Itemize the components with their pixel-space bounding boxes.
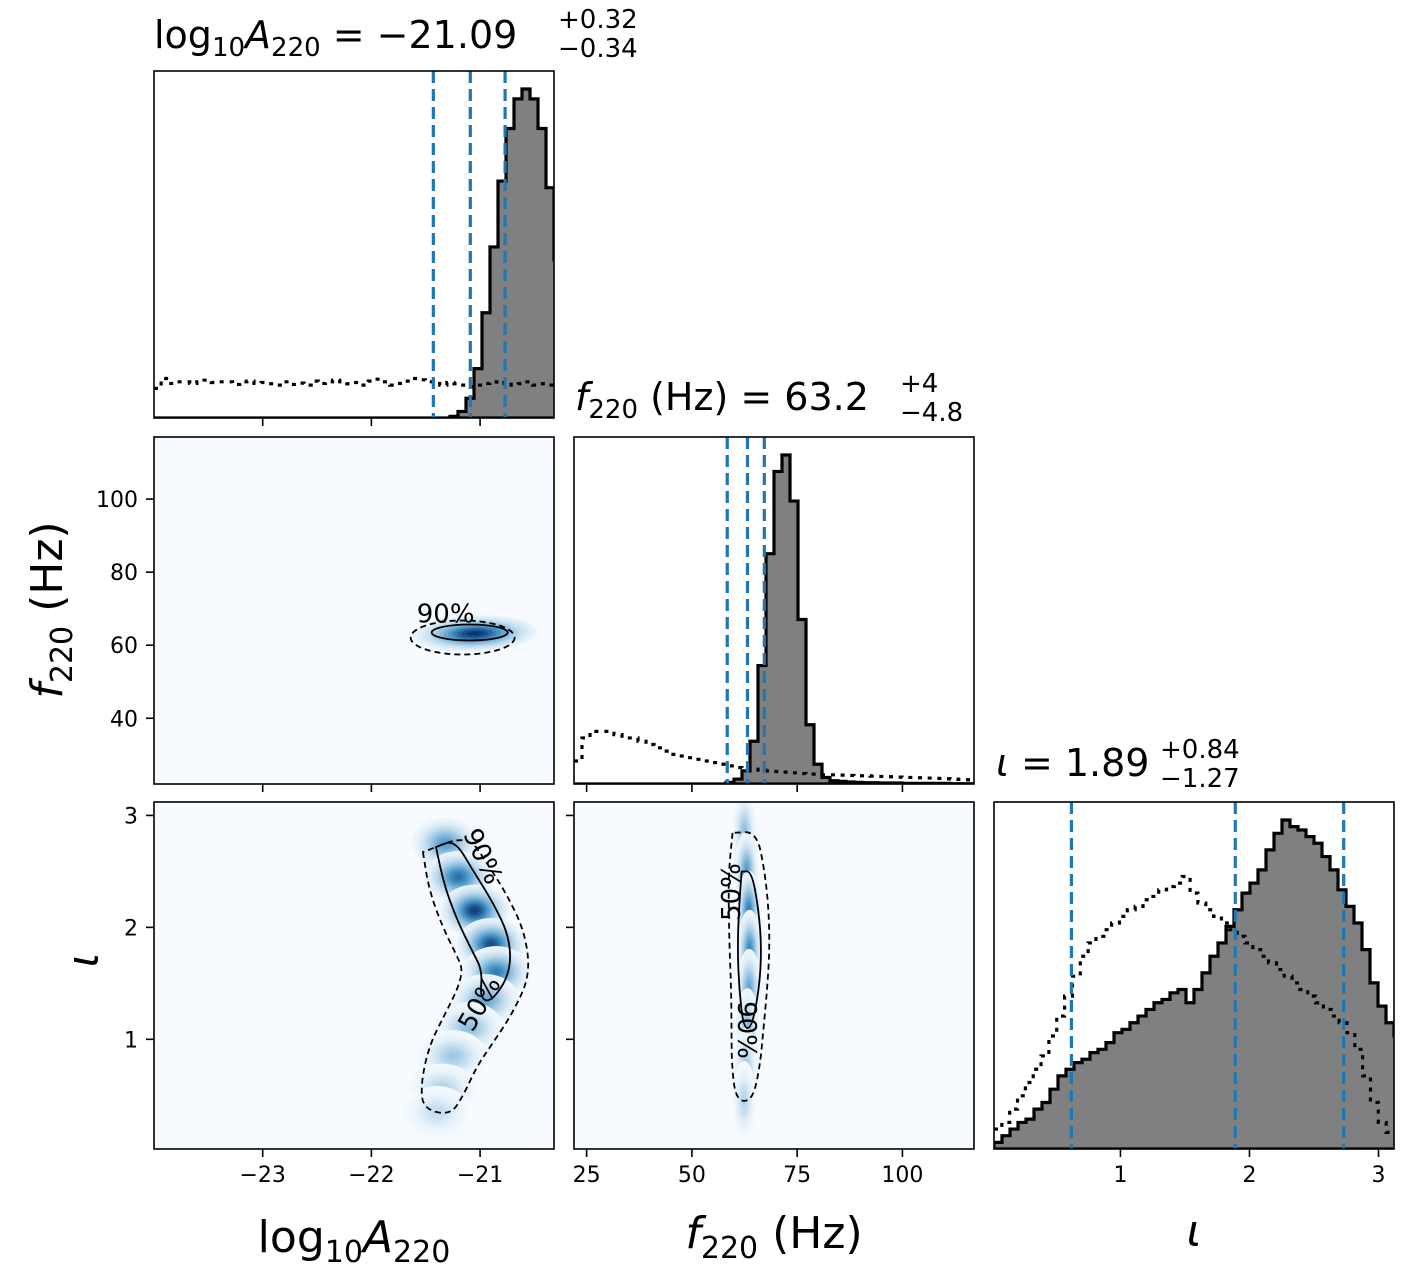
logA-iota-density-3-level-1: [488, 942, 494, 947]
frame-logA-hist: [153, 70, 555, 419]
frame-f-iota: [573, 801, 975, 1150]
logA-xtick-label-1: −22: [348, 1163, 394, 1188]
title-f-inf: −4.8: [900, 398, 963, 428]
ylabel-iota: ι: [58, 953, 109, 968]
panel-logA-iota-density: 90%50%: [154, 802, 554, 1149]
f-xtick-label-1: 50: [678, 1163, 706, 1188]
panel-logA-hist: [154, 71, 554, 418]
logA-hist-posterior: [154, 87, 554, 418]
title-f-sup: +4: [900, 369, 938, 399]
f-ytick-label-1: 60: [110, 634, 138, 659]
f-xtick-label-0: 25: [573, 1163, 601, 1188]
xlabel-logA: log10A220: [258, 1212, 451, 1270]
f-iota-contour-label-1: 90%: [731, 1001, 761, 1059]
frame-logA-f: [153, 436, 555, 785]
xlabel-iota: ι: [1187, 1206, 1202, 1257]
iota-ytick-label-2: 3: [124, 804, 138, 829]
f-iota-contour-50: [737, 870, 762, 1030]
f-iota-contour-90: [727, 831, 771, 1102]
iota-hist-prior: [994, 874, 1394, 1134]
iota-hist-posterior: [994, 818, 1394, 1149]
logA-iota-contour-50: [434, 841, 511, 1002]
panel-f-hist: [574, 437, 974, 784]
logA-iota-density-1-level-1: [455, 875, 461, 879]
logA-f-contour-label: 90%: [417, 600, 475, 630]
title-iota: ι = 1.89: [996, 741, 1149, 785]
f-xtick-label-3: 100: [881, 1163, 923, 1188]
iota-xtick-label-1: 2: [1242, 1163, 1256, 1188]
title-logA-inf: −0.34: [558, 34, 638, 64]
iota-ytick-label-0: 1: [124, 1028, 138, 1053]
logA-iota-contour-90: [420, 839, 530, 1114]
logA-iota-density-4-level-1: [493, 970, 499, 974]
ylabel-f: f220 (Hz): [22, 521, 80, 698]
logA-iota-density-7-level-1: [450, 1054, 456, 1058]
logA-f-contour-90: [409, 619, 516, 656]
iota-xtick-label-0: 1: [1113, 1163, 1127, 1188]
iota-xtick-label-2: 3: [1372, 1163, 1386, 1188]
panel-f-iota-density: 50% 90%: [574, 802, 974, 1149]
f-ytick-label-2: 80: [110, 561, 138, 586]
frame-logA-iota: [153, 801, 555, 1150]
iota-ytick-label-1: 2: [124, 916, 138, 941]
logA-f-contour-50: [430, 623, 509, 642]
frame-f-hist: [573, 436, 975, 785]
f-iota-bg: [574, 802, 974, 1149]
frame-iota-hist: [993, 801, 1395, 1150]
logA-f-density-level-1: [470, 632, 480, 635]
panel-iota-hist: [994, 802, 1394, 1149]
f-ytick-label-3: 100: [96, 488, 138, 513]
f-iota-contour-label-0: 50%: [717, 863, 747, 921]
xlabel-f: f220 (Hz): [685, 1208, 862, 1266]
panel-logA-f-density: 90%: [154, 437, 554, 784]
title-f: f220 (Hz) = 63.2: [575, 375, 869, 425]
title-logA-sup: +0.32: [558, 5, 638, 35]
logA-iota-density-6-level-1: [466, 1026, 472, 1030]
logA-iota-density-2-level-1: [472, 908, 478, 913]
logA-xtick-label-0: −23: [239, 1163, 285, 1188]
logA-hist-prior: [154, 376, 554, 390]
title-iota-sup: +0.84: [1160, 735, 1240, 765]
logA-f-bg: [154, 437, 554, 784]
logA-xtick-label-2: −21: [457, 1163, 503, 1188]
title-iota-inf: −1.27: [1160, 764, 1240, 794]
f-xtick-label-2: 75: [783, 1163, 811, 1188]
title-logA: log10A220 = −21.09: [154, 13, 517, 63]
f-ytick-label-0: 40: [110, 707, 138, 732]
f-hist-posterior: [574, 453, 974, 784]
